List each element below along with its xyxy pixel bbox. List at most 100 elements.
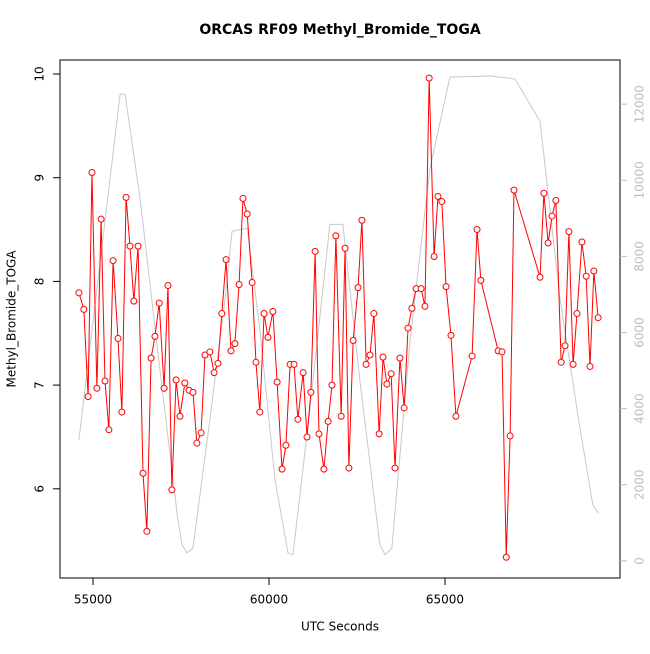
point — [256, 408, 264, 416]
point — [565, 228, 573, 236]
point — [477, 276, 485, 284]
point — [561, 342, 569, 350]
y2-tick-label: 4000 — [633, 393, 647, 424]
point — [84, 393, 92, 401]
point — [218, 310, 226, 318]
point — [548, 212, 556, 220]
point — [231, 340, 239, 348]
point — [197, 429, 205, 437]
point — [243, 210, 251, 218]
y2-tick-label: 2000 — [633, 469, 647, 500]
point — [442, 283, 450, 291]
point — [510, 186, 518, 194]
point — [366, 351, 374, 359]
point — [341, 244, 349, 252]
point — [189, 388, 197, 396]
point — [434, 192, 442, 200]
point — [387, 370, 395, 378]
point — [264, 333, 272, 341]
point — [160, 384, 168, 392]
chart-title: ORCAS RF09 Methyl_Bromide_TOGA — [199, 22, 480, 38]
x-tick-label: 65000 — [426, 593, 464, 607]
plot-box — [59, 59, 621, 579]
point — [349, 337, 357, 345]
point — [582, 272, 590, 280]
point — [358, 216, 366, 224]
y-tick-label: 8 — [33, 278, 47, 286]
point — [345, 464, 353, 472]
point — [273, 378, 281, 386]
point — [417, 285, 425, 293]
point — [130, 297, 138, 305]
point — [278, 465, 286, 473]
point — [307, 388, 315, 396]
point — [294, 415, 302, 423]
point — [176, 412, 184, 420]
x-tick-label: 60000 — [250, 593, 288, 607]
point — [181, 379, 189, 387]
y2-tick-label: 12000 — [633, 85, 647, 123]
point — [502, 553, 510, 561]
point — [370, 310, 378, 318]
series-line — [78, 75, 599, 556]
point — [315, 430, 323, 438]
y2-tick-label: 10000 — [633, 161, 647, 199]
point — [468, 352, 476, 360]
point — [569, 360, 577, 368]
point — [299, 369, 307, 377]
point — [222, 256, 230, 264]
point — [143, 527, 151, 535]
point — [396, 354, 404, 362]
point — [320, 465, 328, 473]
point — [109, 257, 117, 265]
point — [438, 198, 446, 206]
point — [252, 358, 260, 366]
point — [421, 302, 429, 310]
point — [105, 426, 113, 434]
point — [155, 299, 163, 307]
point — [80, 305, 88, 313]
point — [506, 432, 514, 440]
point — [379, 353, 387, 361]
point — [404, 324, 412, 332]
point — [168, 486, 176, 494]
point — [172, 376, 180, 384]
point — [540, 189, 548, 197]
y2-tick-label: 6000 — [633, 317, 647, 348]
point — [210, 369, 218, 377]
x-axis-label: UTC Seconds — [301, 620, 379, 634]
point — [383, 380, 391, 388]
point — [269, 307, 277, 315]
point — [536, 273, 544, 281]
point — [139, 469, 147, 477]
x-tick-label: 55000 — [74, 593, 112, 607]
point — [134, 242, 142, 250]
point — [408, 304, 416, 312]
point — [193, 439, 201, 447]
point — [391, 464, 399, 472]
point — [447, 331, 455, 339]
point — [206, 348, 214, 356]
point — [498, 348, 506, 356]
point — [332, 232, 340, 240]
point — [430, 253, 438, 261]
point — [400, 404, 408, 412]
point — [452, 412, 460, 420]
point — [303, 433, 311, 441]
point — [122, 193, 130, 201]
point — [578, 238, 586, 246]
point — [328, 381, 336, 389]
point — [573, 310, 581, 318]
point — [97, 215, 105, 223]
point — [362, 360, 370, 368]
point — [126, 242, 134, 250]
point — [75, 289, 83, 297]
point — [354, 284, 362, 292]
point — [201, 351, 209, 359]
point — [118, 408, 126, 416]
point — [248, 278, 256, 286]
point — [260, 310, 268, 318]
point — [375, 430, 383, 438]
